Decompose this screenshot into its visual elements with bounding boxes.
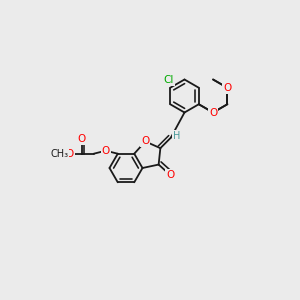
Text: CH₃: CH₃ <box>50 149 68 159</box>
Text: O: O <box>102 146 110 156</box>
Text: O: O <box>78 134 86 144</box>
Text: O: O <box>223 83 232 93</box>
Text: O: O <box>166 170 174 180</box>
Text: O: O <box>209 107 217 118</box>
Text: O: O <box>141 136 149 146</box>
Text: H: H <box>172 131 180 141</box>
Text: Cl: Cl <box>164 75 174 85</box>
Text: O: O <box>66 149 74 159</box>
